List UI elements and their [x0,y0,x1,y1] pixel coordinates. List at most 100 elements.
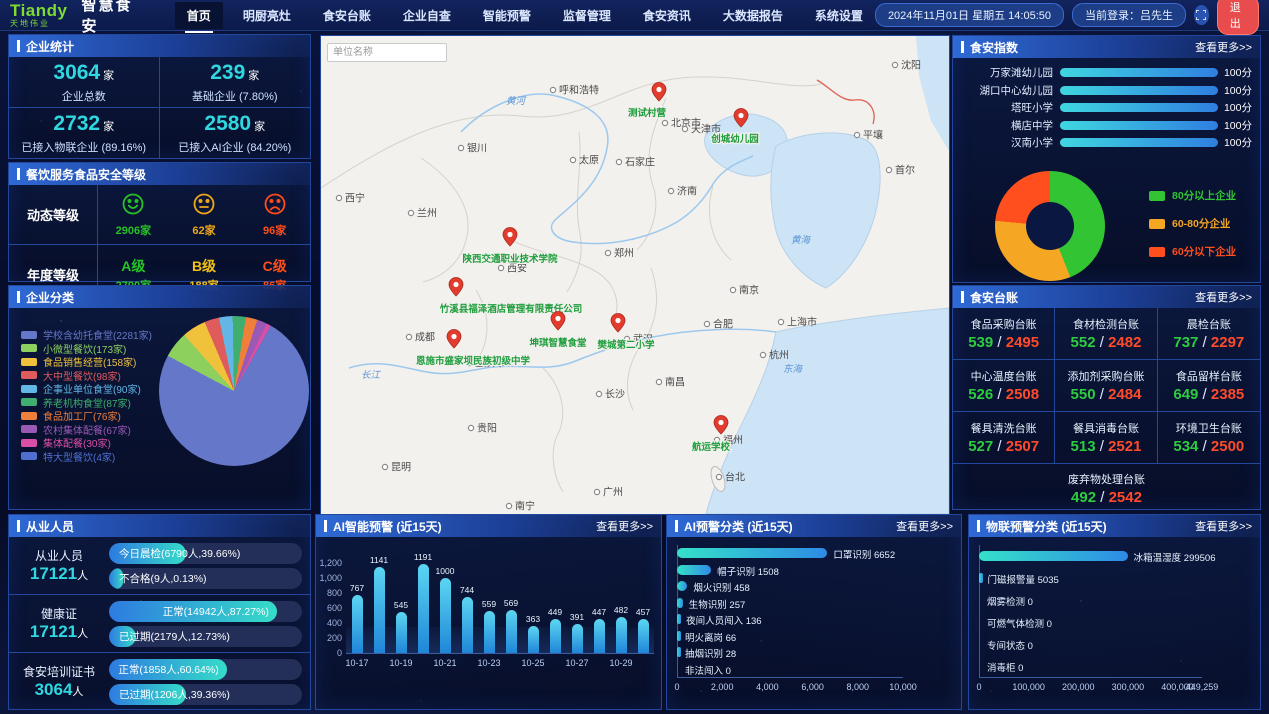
view-more-link[interactable]: 查看更多>> [596,518,653,534]
donut-legend-item: 60分以下企业 [1149,244,1236,259]
bar-value-label: 1000 [436,566,455,576]
food-index-row: 万家滩幼儿园100分 [953,64,1260,82]
bar [440,578,451,653]
view-more-link[interactable]: 查看更多>> [1195,289,1252,305]
school-name: 塔旺小学 [961,100,1060,115]
bar [677,647,681,657]
panel-title: 企业分类 [26,289,74,306]
x-axis-line [346,653,654,654]
city-dot [406,334,411,339]
legend-swatch [1149,247,1165,257]
city-dot [336,195,341,200]
city-label: 成都 [415,332,435,344]
x-axis-tick: 0 [674,682,679,692]
x-axis-line [677,677,903,678]
bar [418,564,429,653]
grade-count: 62家 [169,222,240,238]
grade-cell: 62家 [169,192,240,238]
bar-value-label: 482 [614,605,628,615]
grade-count: 2906家 [98,222,169,238]
y-axis-tick: 1,200 [316,558,342,568]
nav-item-8[interactable]: 系统设置 [803,2,875,29]
ledger-card: 添加剂采购台账550 / 2484 [1055,360,1157,412]
staff-metric-label: 食安培训证书 [9,663,109,680]
city-dot [498,265,503,270]
staff-progress-bar: 不合格(9人,0.13%) [109,568,302,589]
china-map[interactable]: 黄河黄海东海长江沈阳呼和浩特北京市天津市石家庄太原济南银川兰州西宁西安郑州南京上… [320,35,950,515]
legend-swatch [21,371,37,379]
nav-item-2[interactable]: 食安台账 [311,2,383,29]
school-name: 湖口中心幼儿园 [961,83,1060,98]
logout-button[interactable]: 退出 [1217,0,1259,35]
ledger-card-label: 餐具消毒台账 [1073,420,1139,436]
nav-item-3[interactable]: 企业自查 [391,2,463,29]
nav-item-5[interactable]: 监督管理 [551,2,623,29]
y-axis-tick: 200 [316,633,342,643]
category-legend-item: 食品加工厂(76家) [21,409,152,423]
bar [550,619,561,653]
fullscreen-button[interactable] [1194,5,1209,25]
city-dot [760,352,765,357]
bar [506,610,517,653]
ledger-card-value: 526 / 2508 [968,386,1039,403]
bar-label: 可燃气体检测 0 [987,616,1052,630]
legend-swatch [21,412,37,420]
ledger-card: 晨检台账737 / 2297 [1158,308,1260,360]
x-axis-line [979,677,1202,678]
score-bar [1060,138,1218,147]
progress-label: 已过期(2179人,12.73%) [119,626,230,647]
bar-value-label: 744 [460,585,474,595]
map-search-input[interactable] [327,43,447,62]
stat-label: 已接入AI企业 (84.20%) [178,139,291,155]
nav-item-0[interactable]: 首页 [175,2,223,29]
score-value: 100分 [1218,83,1252,98]
sad-face-icon [263,192,287,216]
nav-item-4[interactable]: 智能预警 [471,2,543,29]
bar-value-label: 559 [482,599,496,609]
staff-metric-value: 3064人 [9,680,109,700]
staff-metric-label: 健康证 [9,605,109,622]
main-nav: 首页明厨亮灶食安台账企业自查智能预警监督管理食安资讯大数据报告系统设置 [175,0,875,30]
city-dot [854,132,859,137]
panel-safety-grade: 餐饮服务食品安全等级 动态等级2906家62家96家年度等级A级2790家B级1… [8,162,311,282]
food-index-row: 湖口中心幼儿园 100分 [953,82,1260,100]
ledger-card-label: 食材检测台账 [1073,316,1139,332]
grade-letter: C级 [239,256,310,276]
y-axis-line [979,545,980,677]
bar [594,619,605,653]
x-axis-tick: 100,000 [1012,682,1045,692]
pin-label: 航运学校 [692,441,731,453]
nav-item-6[interactable]: 食安资讯 [631,2,703,29]
bar-label: 帽子识别 1508 [717,564,779,578]
nav-item-1[interactable]: 明厨亮灶 [231,2,303,29]
x-axis-tick: 6,000 [801,682,824,692]
staff-metric-value: 17121人 [9,622,109,642]
bar-value-label: 363 [526,614,540,624]
bar-value-label: 391 [570,612,584,622]
category-legend-item: 大中型餐饮(98家) [21,369,152,383]
ledger-card: 餐具消毒台账 513 / 2521 [1055,412,1157,464]
view-more-link[interactable]: 查看更多>> [896,518,953,534]
view-more-link[interactable]: 查看更多>> [1195,518,1252,534]
category-legend-item: 特大型餐饮(4家) [21,450,152,464]
ledger-card-label: 添加剂采购台账 [1067,368,1144,384]
x-axis-tick: 10-21 [433,658,456,668]
panel-title: AI智能预警 (近15天) [333,518,442,535]
score-value: 100分 [1218,118,1252,133]
bar [979,573,983,583]
stat-label: 企业总数 [62,88,106,104]
ledger-card-value: 492 / 2542 [1071,489,1142,506]
city-dot [506,503,511,508]
score-bar [1060,68,1218,77]
ledger-card-value: 513 / 2521 [1071,438,1142,455]
stat-card: 2732家已接入物联企业 (89.16%) [9,107,160,158]
nav-item-7[interactable]: 大数据报告 [711,2,795,29]
stat-value: 239家 [210,61,259,85]
view-more-link[interactable]: 查看更多>> [1195,39,1252,55]
grade-count: 96家 [239,222,310,238]
city-label: 长沙 [605,389,625,401]
x-axis-tick: 200,000 [1062,682,1095,692]
city-label: 首尔 [895,164,915,177]
bar-label: 烟火识别 458 [693,580,750,594]
city-dot [616,159,621,164]
